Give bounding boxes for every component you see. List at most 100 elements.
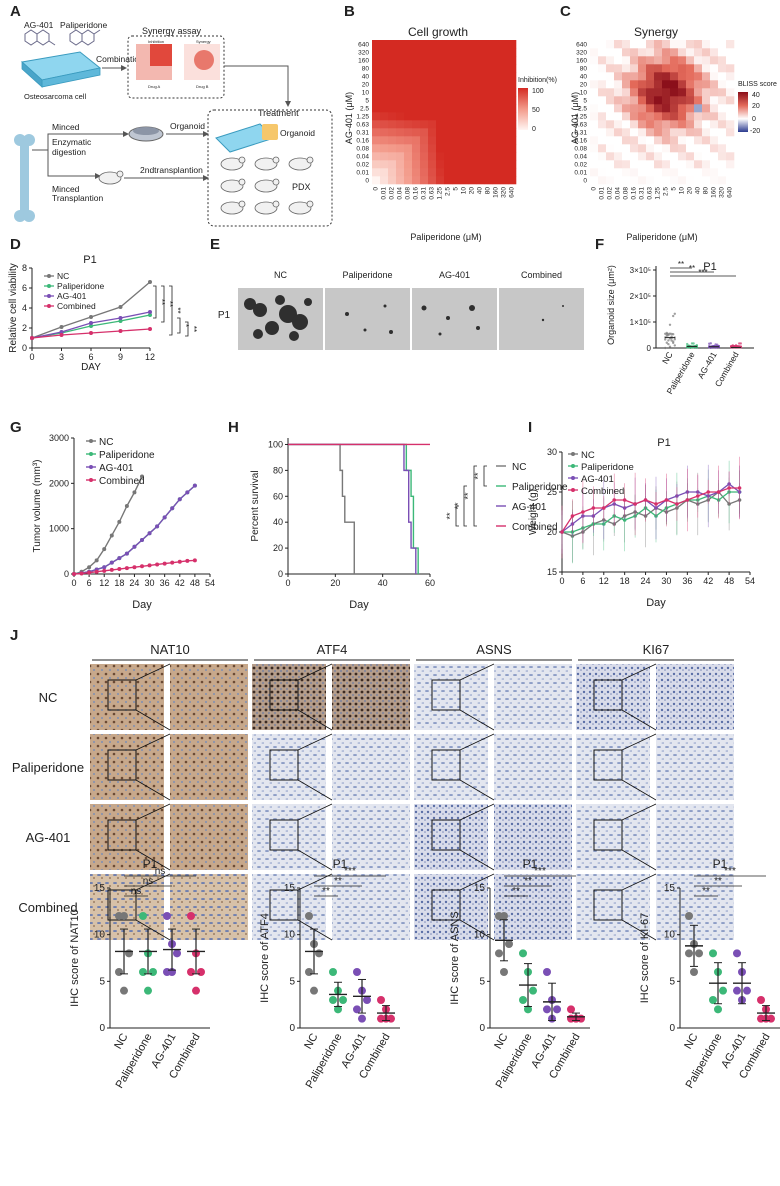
panel-b-legend-tick: 0 [532,126,536,133]
heatmap-b-xtick: 320 [501,187,508,198]
heatmap-c-cell [630,168,639,177]
data-point [310,986,318,995]
data-point [102,568,107,573]
heatmap-c-ytick: 0.01 [574,169,587,176]
heatmap-b-cell [444,96,453,105]
heatmap-c-cell [598,56,607,65]
data-point [668,323,672,326]
heatmap-b-cell [380,56,389,65]
heatmap-b-cell [484,48,493,57]
data-point [118,319,123,323]
heatmap-c-cell [726,96,735,105]
data-point [170,560,175,565]
heatmap-c-cell [590,152,599,161]
heatmap-c-ytick: 0.04 [574,153,587,160]
heatmap-c-cell [686,56,695,65]
heatmap-c-cell [598,40,607,49]
panel-b-legend-tick: 50 [532,107,540,114]
heatmap-c-cell [710,120,719,129]
heatmap-c-cell [694,136,703,145]
data-point [672,314,675,318]
heatmap-c-cell [630,72,639,81]
legend-label: NC [57,271,69,281]
data-point [695,949,703,958]
zoom-line [459,919,495,941]
data-point [147,563,152,568]
data-point [187,968,195,976]
heatmap-b-cell [484,152,493,161]
heatmap-c-cell [654,40,663,49]
data-point [162,561,167,566]
heatmap-c-cell [670,120,679,129]
organoid-blob [562,305,564,307]
heatmap-b-cell [420,168,429,177]
data-point [140,564,144,569]
heatmap-c-cell [606,168,615,177]
xtick-label: NC [302,1031,320,1051]
data-point [334,1005,342,1014]
heatmap-b-xtick: 2.5 [445,187,452,196]
data-point [672,333,675,336]
heatmap-b-cell [452,144,461,153]
heatmap-b-cell [372,128,381,137]
heatmap-c-xtick: 5 [671,187,678,191]
organoid-image [499,288,584,350]
heatmap-b-cell [404,176,413,185]
data-point [685,498,690,502]
panel-h-ytick-label: 20 [273,543,283,553]
heatmap-c-cell [646,88,655,97]
heatmap-b-ytick: 20 [362,81,370,88]
heatmap-b-cell [412,48,421,57]
heatmap-b-xtick: 0.08 [405,187,412,200]
heatmap-c-cell [678,72,687,81]
panel-g-chart: 0 6 12 18 24 30 36 42 48 54 0 1000 2000 3000 Day Tumor … [32,433,215,611]
heatmap-b-ytick: 640 [358,41,369,48]
significance-label: ** [334,876,342,887]
heatmap-c-cell [622,136,631,145]
zoom-line [621,873,657,891]
data-point [495,949,503,958]
heatmap-c-cell [726,128,735,137]
heatmap-c-cell [662,96,671,105]
heatmap-b-cell [476,112,485,121]
heatmap-c-cell [662,104,671,113]
data-point [686,342,689,346]
heatmap-b-cell [372,64,381,73]
heatmap-c-cell [654,152,663,161]
heatmap-c-cell [598,112,607,121]
chart-title: P1 [657,437,670,449]
panel-d-ytick-label: 8 [22,263,27,273]
heatmap-b-cell [396,160,405,169]
zoom-box [269,749,299,781]
heatmap-c-cell [598,168,607,177]
heatmap-c-cell [646,128,655,137]
panel-j2-ytick-label: 0 [289,1023,295,1034]
heatmap-c-ytick: 10 [580,89,588,96]
heatmap-c-cell [598,96,607,105]
zoom-line [297,709,333,731]
heatmap-c-cell [622,160,631,169]
heatmap-b-cell [476,120,485,129]
heatmap-b-cell [420,64,429,73]
legend-label: AG-401 [99,463,134,474]
heatmap-b-cell [508,168,517,177]
data-point [737,486,742,490]
zoom-box [431,819,461,851]
panel-d-ytick-label: 2 [22,323,27,333]
data-point [124,566,129,571]
heatmap-b-cell [500,128,509,137]
heatmap-b-cell [492,96,501,105]
data-point [109,560,114,565]
heatmap-c-cell [710,176,719,185]
significance-bracket [177,317,181,334]
heatmap-b-cell [492,168,501,177]
significance-bracket [185,321,189,337]
data-point [570,514,575,518]
data-point [353,1005,361,1014]
heatmap-b-cell [396,40,405,49]
heatmap-c-cell [678,80,687,89]
y-axis-label: IHC score of KI-67 [639,913,651,1003]
ihc-image-high [494,664,572,730]
heatmap-b-cell [380,48,389,57]
heatmap-b-cell [452,136,461,145]
